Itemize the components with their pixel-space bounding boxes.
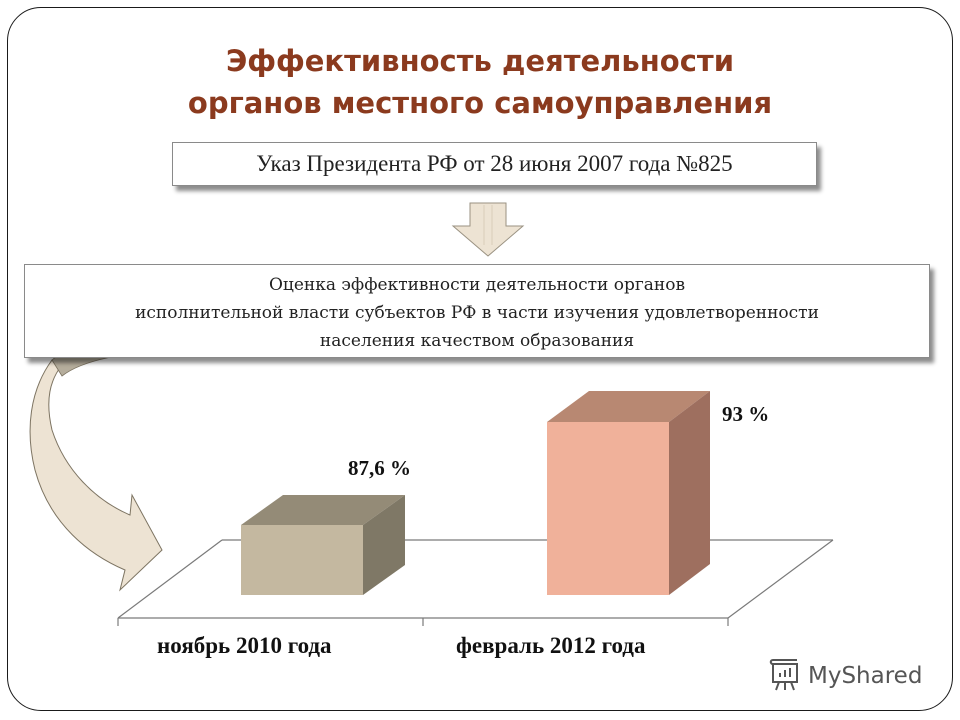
watermark: MyShared xyxy=(768,656,922,696)
bar-november-2010 xyxy=(241,495,405,595)
chart-floor xyxy=(117,539,834,626)
assessment-line-3: населения качеством образования xyxy=(319,331,635,351)
assessment-line-1: Оценка эффективности деятельности органо… xyxy=(268,275,686,295)
curved-arrow-icon xyxy=(29,347,201,592)
category-label-1: ноябрь 2010 года xyxy=(157,633,332,658)
category-label-2: февраль 2012 года xyxy=(456,633,646,658)
value-label-bar1: 87,6 % xyxy=(348,456,411,480)
slide-title: Эффективность деятельности органов местн… xyxy=(0,40,960,124)
assessment-line-2: исполнительной власти субъектов РФ в час… xyxy=(135,303,819,323)
down-arrow-icon xyxy=(451,202,525,257)
myshared-logo-icon xyxy=(769,659,798,691)
value-label-bar2: 93 % xyxy=(722,402,770,426)
watermark-text: MyShared xyxy=(808,663,923,689)
assessment-box: Оценка эффективности деятельности органо… xyxy=(24,264,930,358)
decree-text: Указ Президента РФ от 28 июня 2007 года … xyxy=(256,151,733,176)
title-line-2: органов местного самоуправления xyxy=(187,86,773,120)
title-line-1: Эффективность деятельности xyxy=(225,44,735,78)
bar-february-2012 xyxy=(547,391,710,595)
decree-box: Указ Президента РФ от 28 июня 2007 года … xyxy=(172,142,817,186)
slide-frame xyxy=(7,7,953,711)
